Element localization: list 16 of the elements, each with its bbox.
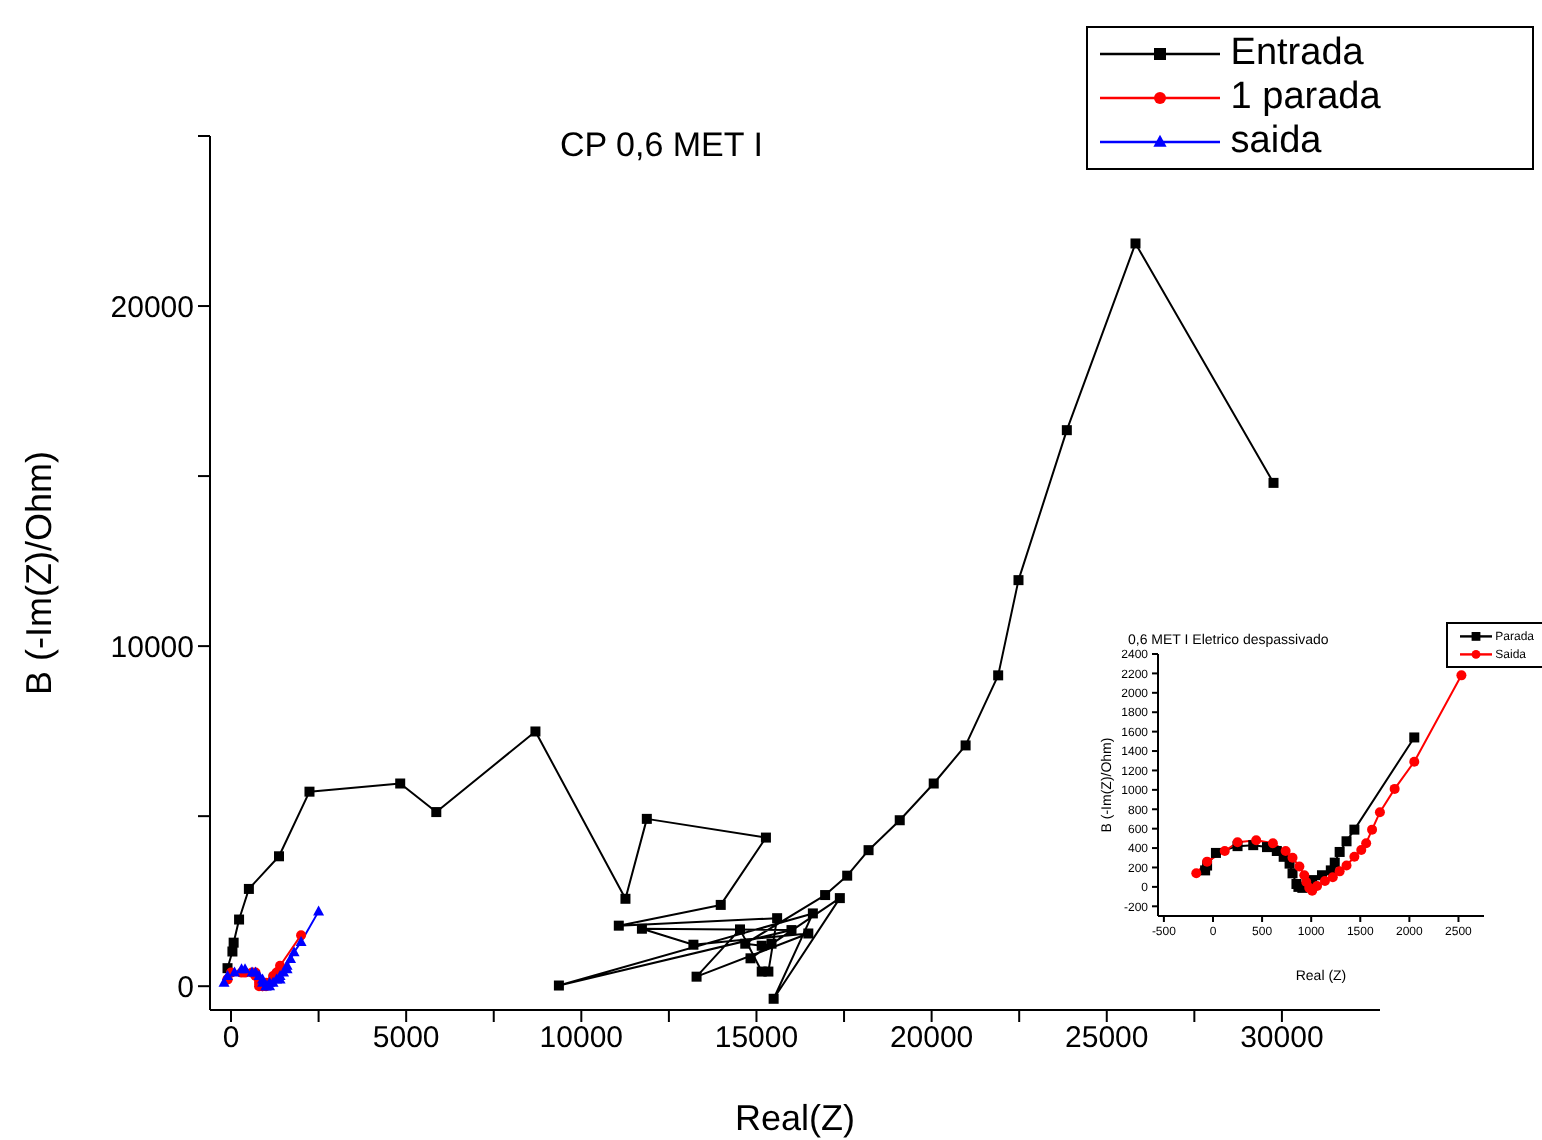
- x-tick-label: 5000: [372, 1021, 440, 1056]
- legend-label: saida: [1230, 119, 1322, 162]
- y-tick-label: 20000: [110, 290, 194, 325]
- x-tick-label: 25000: [1065, 1021, 1149, 1056]
- x-tick-label: 20000: [889, 1021, 974, 1056]
- x-tick-label: 0: [222, 1021, 240, 1056]
- y-tick-label: 0: [177, 970, 194, 1005]
- legend-label: Entrada: [1230, 32, 1364, 74]
- y-tick-label: 10000: [110, 630, 194, 665]
- x-tick-label: 30000: [1240, 1021, 1324, 1056]
- x-tick-label: 10000: [539, 1021, 624, 1056]
- legend-label: 1 parada: [1230, 75, 1381, 118]
- x-axis-title: Real(Z): [734, 1098, 856, 1138]
- x-tick-label: 15000: [714, 1021, 799, 1056]
- y-axis-title: B (-Im(Z)/Ohm): [18, 451, 59, 695]
- chart-title: CP 0,6 MET I: [560, 126, 763, 166]
